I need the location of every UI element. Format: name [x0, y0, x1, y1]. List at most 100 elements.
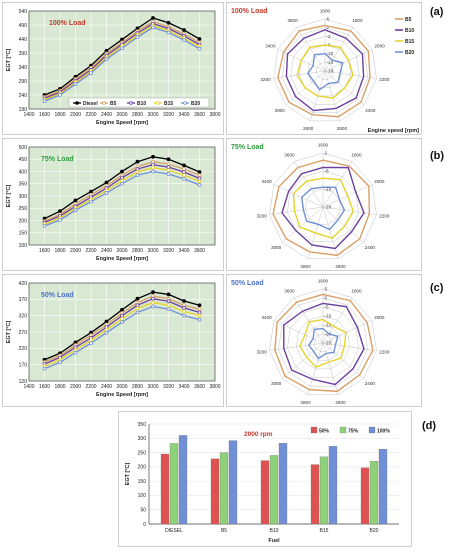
- y-tick-label: 220: [19, 346, 28, 352]
- legend-label-b5: B5: [405, 17, 412, 23]
- data-point-diesel: [89, 189, 93, 194]
- panel-label-d: (d): [422, 420, 437, 432]
- y-tick-label: 150: [138, 479, 147, 485]
- legend-label-b20: B20: [405, 50, 414, 56]
- data-point-b10: [182, 305, 186, 310]
- x-tick-label: 1400: [23, 112, 34, 118]
- radar-spoke: [322, 342, 377, 351]
- radar-spoke: [296, 27, 326, 72]
- x-tick-label: 3000: [147, 112, 158, 118]
- bar-diesel-100pct: [178, 435, 188, 525]
- radar-category-label: 1800: [352, 18, 363, 23]
- data-point-b15: [166, 168, 171, 173]
- data-point-b20: [182, 38, 186, 43]
- data-point-b15: [151, 165, 155, 170]
- load-label: 100% Load: [231, 8, 268, 15]
- y-tick-label: 540: [19, 9, 28, 15]
- x-tick-label: 3800: [209, 384, 220, 390]
- x-tick-label: 1600: [39, 248, 50, 254]
- y-tick-label: 200: [138, 465, 147, 471]
- data-point-b15: [197, 313, 202, 318]
- legend-label-b5: B5: [110, 101, 117, 107]
- radar-category-label: 2200: [379, 213, 390, 218]
- radar-spoke: [322, 297, 353, 344]
- radar-category-label: 2600: [335, 264, 346, 269]
- radar-tick-label: -8: [325, 169, 330, 174]
- data-point-diesel: [135, 296, 140, 301]
- radar-category-label: 2600: [335, 400, 346, 405]
- radar-category-label: 1600: [318, 279, 329, 284]
- radar-category-label: 3600: [284, 152, 295, 157]
- data-point-b15: [182, 173, 186, 178]
- radar-category-label: 2200: [379, 349, 390, 354]
- legend-label-diesel: Diesel: [83, 101, 98, 107]
- radar-series-b20: [307, 327, 339, 360]
- y-tick-label: 300: [19, 194, 28, 200]
- radar-spoke: [322, 206, 339, 259]
- bar-b5-100pct: [228, 440, 238, 525]
- radar-tick-label: -18: [327, 69, 334, 74]
- x-tick-label: 2000: [70, 248, 81, 254]
- bar-diesel-75pct: [169, 443, 179, 525]
- legend-swatch-100pct: [368, 426, 376, 434]
- radar-category-label: 3200: [257, 349, 268, 354]
- x-tick-label: 2600: [116, 112, 127, 118]
- data-point-b20: [135, 173, 140, 178]
- data-point-b20: [73, 208, 78, 213]
- chart-a-line: 190 240 290 340 390 440 490 540 1400 1600 1800 2000…: [6, 9, 221, 126]
- y-tick-label: 300: [138, 436, 147, 442]
- y-tick-label: 420: [19, 281, 28, 287]
- data-point-diesel: [151, 290, 155, 295]
- data-point-b20: [42, 223, 47, 228]
- data-point-b10: [182, 170, 186, 174]
- data-point-b20: [197, 183, 202, 187]
- data-point-diesel: [58, 209, 62, 214]
- radar-spoke: [269, 206, 324, 215]
- x-tick-label: 1800: [54, 384, 65, 390]
- radar-spoke: [322, 320, 373, 344]
- radar-category-label: 3600: [284, 288, 295, 293]
- radar-category-label: 2000: [374, 44, 385, 49]
- x-tick-label: 3200: [163, 384, 174, 390]
- x-axis-label: Engine Speed [rpm]: [96, 392, 148, 398]
- radar-category-label: 1600: [318, 143, 329, 148]
- legend-box: [68, 97, 210, 108]
- data-point-b20: [58, 360, 62, 365]
- y-axis-label: EGT [°C]: [6, 184, 12, 207]
- bar-b20-75pct: [369, 460, 379, 525]
- radar-series-b10: [281, 166, 365, 250]
- data-point-diesel: [135, 159, 140, 164]
- data-point-b15: [120, 317, 124, 321]
- radar-spoke: [322, 161, 353, 208]
- radar-tick-label: -15: [325, 323, 332, 328]
- radar-tick-label: -25: [325, 341, 332, 346]
- data-point-b20: [58, 93, 62, 97]
- legend-label-50pct: 50%: [319, 429, 330, 435]
- x-tick-label: 2600: [116, 384, 127, 390]
- x-tick-label: 2800: [132, 248, 143, 254]
- x-tick-label: 2200: [85, 384, 96, 390]
- radar-category-label: 2000: [374, 179, 385, 184]
- data-point-b15: [197, 179, 202, 184]
- y-tick-label: 250: [138, 450, 147, 456]
- radar-series-b15: [296, 44, 354, 99]
- x-tick-label: 2000: [70, 384, 81, 390]
- legend-label-b10: B10: [405, 28, 414, 34]
- data-point-diesel: [182, 299, 186, 303]
- radar-spoke: [282, 342, 324, 379]
- data-point-b20: [120, 181, 124, 186]
- radar-series-b10: [285, 29, 365, 112]
- x-tick-label: 2400: [101, 112, 112, 118]
- data-point-diesel: [166, 20, 171, 25]
- y-tick-label: 240: [19, 93, 28, 99]
- data-point-diesel: [151, 154, 155, 159]
- x-tick-label: 3600: [194, 384, 205, 390]
- radar-tick-label: 2: [325, 151, 328, 156]
- radar-category-label: 2000: [374, 315, 385, 320]
- radar-category-label: 2800: [300, 400, 311, 405]
- radar-category-label: 2400: [365, 108, 376, 113]
- chart-title: 2000 rpm: [244, 431, 273, 438]
- y-tick-label: 500: [19, 145, 28, 151]
- data-point-b20: [135, 35, 140, 39]
- y-tick-label: 490: [19, 23, 28, 29]
